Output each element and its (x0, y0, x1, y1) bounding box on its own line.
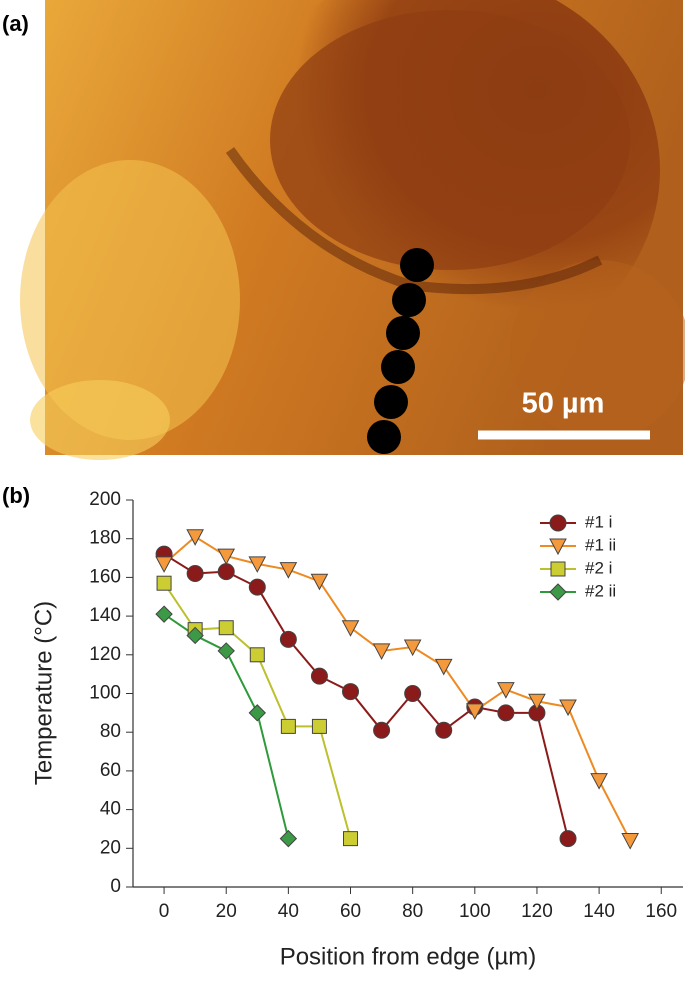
scale-bar-label: 50 µm (522, 388, 605, 420)
data-point (218, 620, 234, 636)
x-tick-label: 40 (278, 901, 299, 922)
data-point (590, 773, 608, 790)
data-point (310, 667, 328, 685)
legend-label: #2 i (585, 558, 612, 577)
x-tick-label: 60 (340, 901, 361, 922)
y-tick-label: 120 (89, 644, 121, 665)
data-point (341, 620, 360, 637)
data-point (310, 573, 329, 591)
x-axis-title: Position from edge (µm) (280, 943, 537, 970)
y-tick-label: 180 (89, 528, 121, 549)
data-point (217, 548, 236, 566)
data-point (404, 685, 422, 702)
data-point (279, 630, 297, 648)
y-tick-label: 80 (100, 721, 121, 742)
data-point (372, 643, 391, 660)
y-axis-title: Temperature (°C) (30, 601, 57, 785)
data-point (497, 682, 515, 699)
panel-label: (b) (2, 483, 30, 508)
data-point (403, 639, 422, 657)
panel-label: (a) (2, 11, 29, 36)
data-point (497, 704, 515, 722)
legend-label: #2 ii (585, 581, 616, 600)
data-point (156, 575, 172, 591)
legend-marker (549, 514, 567, 532)
data-point (186, 529, 204, 546)
y-tick-label: 60 (100, 760, 121, 781)
x-tick-label: 140 (583, 901, 615, 922)
data-point (217, 563, 235, 581)
data-point (186, 626, 204, 645)
data-point (248, 704, 267, 722)
data-point (435, 721, 453, 739)
data-point (279, 829, 298, 848)
x-tick-label: 0 (159, 901, 170, 922)
data-point (311, 718, 327, 734)
series-line (163, 553, 569, 839)
data-point (155, 605, 173, 623)
data-point (280, 718, 296, 734)
data-point (621, 833, 640, 850)
x-tick-label: 120 (521, 901, 553, 922)
x-tick-label: 80 (402, 901, 423, 922)
data-point (373, 721, 391, 739)
data-point (342, 683, 360, 701)
y-tick-label: 160 (89, 566, 121, 587)
y-tick-label: 200 (89, 489, 121, 510)
series-line (163, 535, 632, 842)
data-point (528, 693, 546, 711)
data-point (248, 578, 266, 596)
data-point (279, 562, 298, 579)
micrograph: 50 µm (20, 0, 685, 460)
measurement-spots (367, 248, 434, 454)
y-tick-label: 100 (89, 683, 121, 704)
data-point (155, 556, 173, 573)
x-tick-label: 100 (459, 901, 491, 922)
data-point (343, 831, 359, 847)
data-point (217, 642, 235, 660)
legend-label: #1 i (585, 512, 612, 531)
y-tick-label: 20 (100, 837, 121, 858)
data-point (186, 565, 204, 583)
legend-marker (549, 583, 567, 601)
legend-marker (550, 561, 566, 577)
y-tick-label: 40 (100, 799, 121, 820)
data-point (465, 703, 484, 720)
data-point (559, 830, 577, 848)
legend-label: #1 ii (585, 535, 616, 554)
data-point (559, 699, 577, 717)
y-tick-label: 0 (110, 876, 121, 897)
legend-marker (549, 538, 567, 556)
x-tick-label: 160 (645, 901, 677, 922)
data-point (249, 647, 265, 663)
x-tick-label: 20 (216, 901, 237, 922)
y-tick-label: 140 (89, 605, 121, 626)
data-point (434, 658, 453, 676)
data-point (248, 556, 267, 573)
